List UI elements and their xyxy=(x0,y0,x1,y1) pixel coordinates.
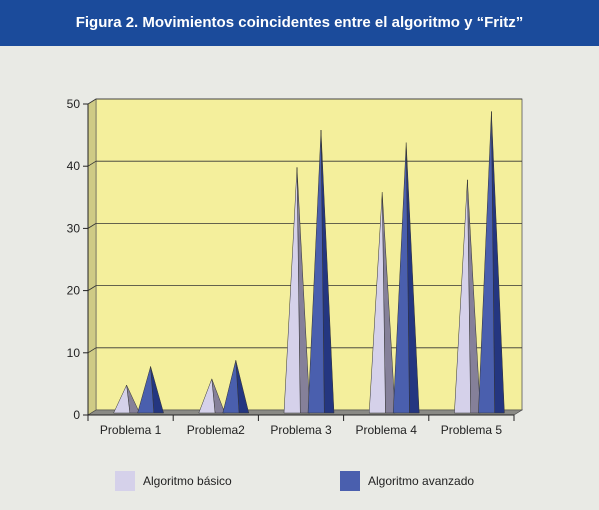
cone-mark xyxy=(392,142,420,414)
cone-front-face xyxy=(222,360,240,414)
cone-front-face xyxy=(392,142,410,414)
cone-mark xyxy=(307,130,335,414)
legend-swatch-advanced xyxy=(340,471,360,491)
x-tick-label: Problema 1 xyxy=(100,423,162,437)
gridline-side xyxy=(87,223,97,229)
y-tick-label: 20 xyxy=(67,284,81,298)
plot-side-wall xyxy=(87,98,97,416)
cone-front-face xyxy=(307,130,325,414)
gridline-side xyxy=(87,285,97,291)
cone-mark xyxy=(137,366,164,414)
cone-mark xyxy=(113,384,140,414)
gridline-side xyxy=(87,347,97,354)
x-tick-label: Problema 4 xyxy=(356,423,418,437)
plot-layer xyxy=(86,98,524,416)
y-tick-label: 50 xyxy=(67,97,81,111)
figure-title: Figura 2. Movimientos coincidentes entre… xyxy=(0,0,599,46)
cone-mark xyxy=(368,192,396,414)
x-tick-label: Problema 3 xyxy=(270,423,332,437)
cone-mark xyxy=(454,179,481,414)
y-tick-label: 40 xyxy=(67,159,81,173)
legend-label-advanced: Algoritmo avanzado xyxy=(368,474,475,488)
cone-mark xyxy=(283,167,311,414)
gridline-side xyxy=(87,160,97,167)
y-tick-label: 10 xyxy=(67,346,81,360)
chart-area: 0 10 20 30 40 50 Problema 1 Problema2 Problema 3… xyxy=(67,97,524,437)
y-tick-label: 0 xyxy=(73,408,80,422)
cone-front-face xyxy=(137,366,155,414)
y-tick-label: 30 xyxy=(67,221,81,235)
axis-layer: 0 10 20 30 40 50 Problema 1 Problema2 Problema 3… xyxy=(67,97,515,437)
gridline-side xyxy=(87,98,97,105)
cone-front-face xyxy=(198,378,216,414)
cone-mark xyxy=(222,360,250,414)
mark-layer xyxy=(113,111,505,414)
cone-mark xyxy=(478,111,505,414)
cone-front-face xyxy=(368,192,386,414)
cone-front-face xyxy=(454,179,471,414)
cone-mark xyxy=(198,378,226,414)
plot-background xyxy=(95,98,523,411)
legend-swatch-basic xyxy=(115,471,135,491)
cone-front-face xyxy=(478,111,495,414)
cone-front-face xyxy=(283,167,301,414)
cone-front-face xyxy=(113,384,131,414)
legend-label-basic: Algoritmo básico xyxy=(143,474,232,488)
x-tick-label: Problema2 xyxy=(187,423,245,437)
x-tick-label: Problema 5 xyxy=(441,423,503,437)
